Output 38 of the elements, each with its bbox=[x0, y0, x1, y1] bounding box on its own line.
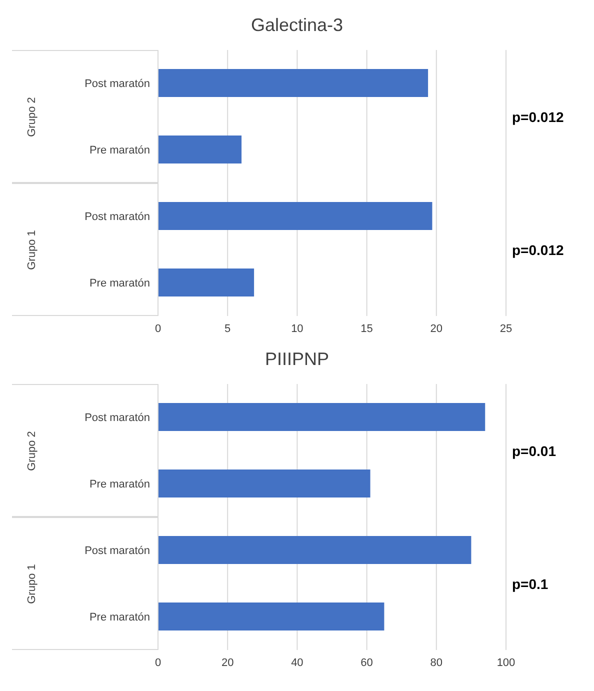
chart-title: Galectina-3 bbox=[250, 14, 344, 37]
x-tick-label: 15 bbox=[360, 322, 373, 335]
x-tick-label: 60 bbox=[360, 656, 373, 669]
y-tick-label: Post maratón bbox=[84, 412, 150, 424]
x-tick-label: 80 bbox=[430, 656, 443, 669]
x-tick-label: 5 bbox=[224, 322, 231, 335]
bar bbox=[158, 403, 486, 431]
text: p=0.01 bbox=[512, 442, 556, 460]
y-tick-label: Pre maratón bbox=[89, 278, 150, 290]
x-tick-label: 20 bbox=[430, 322, 443, 335]
text: Grupo 1 bbox=[26, 564, 38, 604]
y-tick-label: Post maratón bbox=[84, 545, 150, 558]
x-tick-label: 0 bbox=[154, 322, 162, 335]
x-tick-label: 100 bbox=[496, 656, 516, 669]
x-tick-label: 40 bbox=[291, 656, 304, 669]
bar bbox=[158, 470, 370, 498]
bar bbox=[158, 536, 472, 564]
y-tick-label: Post maratón bbox=[84, 211, 150, 224]
bar bbox=[158, 602, 384, 630]
y-tick-label: Pre maratón bbox=[89, 478, 150, 491]
text: p=0.1 bbox=[512, 574, 548, 594]
text: p=0.012 bbox=[512, 108, 564, 126]
y-tick-label: Pre maratón bbox=[89, 612, 150, 624]
bar bbox=[158, 136, 242, 164]
text: Grupo 1 bbox=[26, 230, 38, 270]
x-tick-label: 25 bbox=[500, 322, 512, 335]
text: Grupo 2 bbox=[26, 430, 38, 470]
x-tick-label: 10 bbox=[291, 322, 304, 335]
chart-title: PIIIPNP bbox=[264, 348, 330, 371]
y-tick-label: Post maratón bbox=[84, 78, 150, 90]
y-tick-label: Pre maratón bbox=[89, 144, 150, 157]
bar bbox=[158, 69, 428, 97]
bar bbox=[158, 268, 254, 296]
text: Grupo 2 bbox=[26, 96, 38, 136]
x-tick-label: 20 bbox=[221, 656, 234, 669]
text: p=0.012 bbox=[512, 240, 564, 260]
x-tick-label: 0 bbox=[154, 656, 162, 669]
bar bbox=[158, 202, 432, 230]
